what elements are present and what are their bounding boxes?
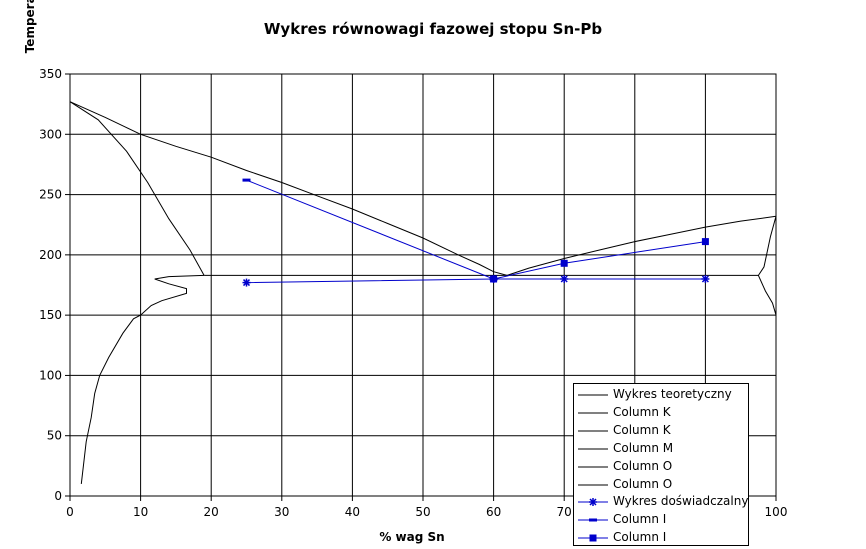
series-line <box>69 101 508 276</box>
legend-swatch <box>578 412 608 414</box>
series-line <box>757 216 777 316</box>
x-tick-label: 40 <box>345 505 360 519</box>
series-0 <box>69 101 508 276</box>
series-8 <box>490 238 709 283</box>
legend-item: Column I <box>578 529 746 547</box>
data-point <box>701 274 710 283</box>
legend-swatch <box>578 484 608 485</box>
legend-item: Column K <box>578 422 746 440</box>
plot-area-frame <box>69 73 777 497</box>
series-line <box>246 179 494 280</box>
legend-swatch <box>578 498 608 507</box>
y-axis-label: Temperatura <box>23 0 37 54</box>
series-line <box>493 241 706 280</box>
legend-item: Wykres doświadczalny <box>578 493 749 511</box>
x-tick-label: 20 <box>204 505 219 519</box>
y-tick-label: 200 <box>39 248 62 262</box>
legend-swatch <box>578 394 608 396</box>
data-point <box>242 278 251 287</box>
legend-item: Column M <box>578 440 746 458</box>
y-tick-label: 50 <box>47 429 62 443</box>
series-line <box>69 101 205 276</box>
legend-label: Column I <box>613 512 667 527</box>
y-tick-label: 100 <box>39 368 62 382</box>
data-point <box>560 259 568 267</box>
legend-swatch <box>578 430 608 432</box>
series-line <box>506 215 777 276</box>
star-stroke <box>589 498 597 506</box>
grid-lines <box>69 73 777 497</box>
legend-swatch <box>578 466 608 468</box>
chart-legend: Wykres teoretyczny Column K Column K Column… <box>573 383 749 546</box>
data-series <box>69 101 777 484</box>
y-tick-label: 250 <box>39 188 62 202</box>
legend-item: Column O <box>578 458 746 476</box>
x-tick-label: 30 <box>274 505 289 519</box>
legend-swatch <box>578 534 608 542</box>
x-tick-label: 100 <box>765 505 788 519</box>
series-4 <box>506 215 777 276</box>
y-tick-label: 350 <box>39 67 62 81</box>
y-tick-label: 150 <box>39 308 62 322</box>
x-tick-label: 0 <box>66 505 74 519</box>
legend-label: Wykres doświadczalny <box>613 494 749 509</box>
data-point <box>701 238 709 246</box>
series-line <box>80 274 205 484</box>
x-axis-label: % wag Sn <box>379 530 445 544</box>
x-tick-label: 70 <box>557 505 572 519</box>
legend-label: Column O <box>613 476 673 491</box>
legend-swatch-marker <box>589 498 597 507</box>
star-stroke <box>701 275 709 283</box>
star-stroke <box>242 279 251 287</box>
series-line <box>246 278 706 284</box>
legend-item: Column O <box>578 476 746 494</box>
legend-label: Column M <box>613 440 674 455</box>
data-point <box>490 275 498 283</box>
series-1 <box>69 101 205 276</box>
legend-swatch <box>578 448 608 450</box>
data-point <box>560 274 569 283</box>
series-2 <box>80 274 205 484</box>
legend-label: Column O <box>613 458 673 473</box>
legend-swatch-marker <box>589 534 597 542</box>
chart-title: Wykres równowagi fazowej stopu Sn-Pb <box>263 20 603 38</box>
legend-item: Column K <box>578 404 746 422</box>
x-tick-label: 60 <box>486 505 501 519</box>
legend-label: Column K <box>613 404 671 419</box>
x-tick-label: 50 <box>415 505 430 519</box>
legend-item: Wykres teoretyczny <box>578 386 746 404</box>
legend-swatch <box>578 518 608 522</box>
star-stroke <box>560 275 568 283</box>
legend-label: Column K <box>613 422 671 437</box>
series-5 <box>757 216 777 316</box>
legend-label: Column I <box>613 530 667 545</box>
y-tick-label: 300 <box>39 127 62 141</box>
y-tick-label: 0 <box>54 489 62 503</box>
x-tick-label: 10 <box>133 505 148 519</box>
series-6 <box>242 274 710 287</box>
legend-item: Column I <box>578 511 746 529</box>
y-axis-ticks: 0 50 100 150 200 250 300 350 <box>39 67 70 503</box>
legend-label: Wykres teoretyczny <box>613 387 732 401</box>
